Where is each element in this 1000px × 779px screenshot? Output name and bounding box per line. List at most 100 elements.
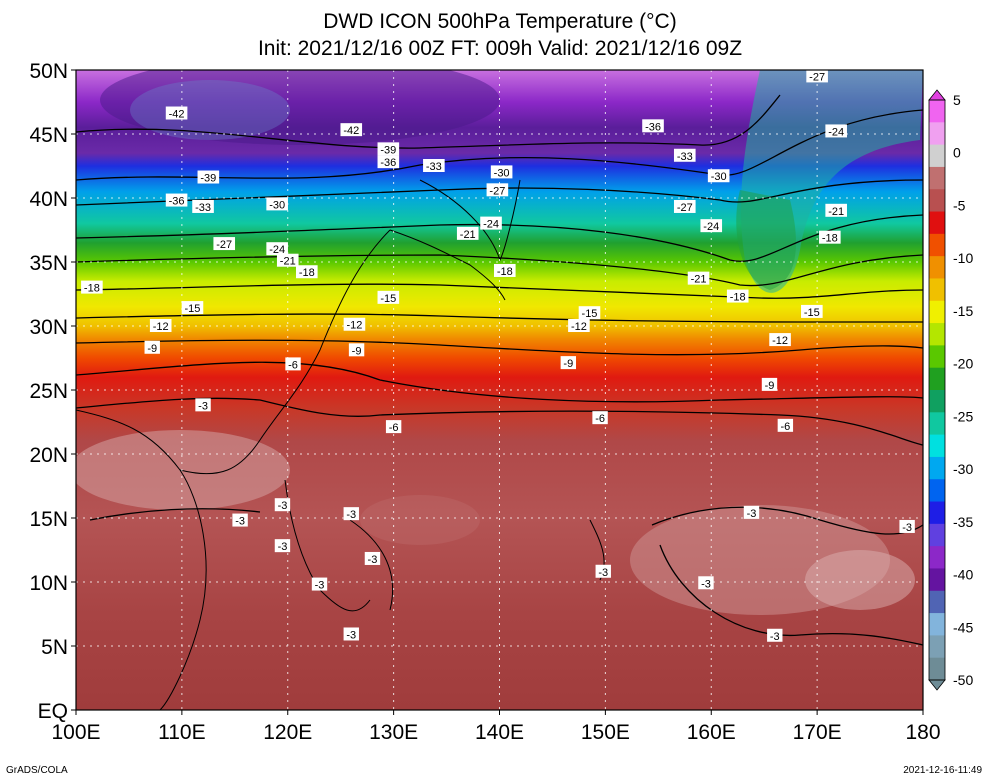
colorbar-frame bbox=[928, 99, 946, 681]
contour-label-bg bbox=[673, 148, 696, 162]
contour-label-bg bbox=[480, 216, 502, 230]
contour-label-bg bbox=[276, 253, 299, 267]
contour-label-bg bbox=[761, 377, 778, 391]
contour-label-bg bbox=[578, 306, 601, 320]
lat-tick-label: 20N bbox=[29, 444, 68, 467]
lat-tick-label: 15N bbox=[29, 508, 68, 531]
contour-label: -21 bbox=[280, 256, 296, 268]
lat-tick-label: 35N bbox=[29, 252, 68, 275]
contour-label-bg bbox=[490, 165, 513, 179]
contour-label: -42 bbox=[169, 109, 185, 121]
contour-label-bg bbox=[149, 319, 172, 332]
contour-label: -6 bbox=[389, 422, 399, 434]
contour-label: -21 bbox=[691, 274, 707, 286]
footer-timestamp: 2021-12-16-11:49 bbox=[903, 765, 982, 776]
contour-label: -39 bbox=[380, 144, 396, 156]
colorbar-swatch bbox=[929, 390, 945, 413]
contour-label: -6 bbox=[780, 421, 790, 433]
contour-label-bg bbox=[592, 411, 608, 425]
contour-label-bg bbox=[197, 170, 220, 184]
contour-label: -33 bbox=[195, 202, 211, 214]
contour-label: -9 bbox=[147, 343, 157, 355]
contour-label: -18 bbox=[730, 292, 746, 304]
contour-labels: -42-42-39-36-33 -30-39-36 -33-30-27-36-33-… bbox=[81, 70, 915, 643]
colorbar: 5 0 -5 -10 -15 -20 -25 -30 -35 -40 -45 -50 bbox=[928, 89, 973, 691]
contour-label-bg bbox=[274, 498, 291, 512]
lon-tick-label: 110E bbox=[158, 721, 206, 744]
contour-label-bg bbox=[456, 226, 479, 240]
contour-label: -24 bbox=[483, 219, 499, 231]
contour-label: -27 bbox=[809, 71, 825, 83]
lon-tick-label: 160E bbox=[687, 721, 736, 744]
colorbar-swatch bbox=[929, 479, 945, 503]
colorbar-swatch bbox=[929, 345, 945, 369]
contour-label: -15 bbox=[582, 308, 598, 320]
contour-label: -15 bbox=[185, 303, 201, 315]
contour-label: -30 bbox=[711, 171, 727, 183]
contour-label-bg bbox=[311, 577, 328, 591]
contour-label-bg bbox=[165, 193, 188, 207]
contour-label: -42 bbox=[343, 125, 359, 137]
contour-label-bg bbox=[673, 199, 696, 213]
colorbar-swatch bbox=[929, 189, 945, 213]
contour-label: -24 bbox=[828, 126, 844, 138]
contour-label-bg bbox=[364, 551, 381, 565]
contour-label: -27 bbox=[677, 202, 693, 214]
contour-label: -3 bbox=[278, 541, 288, 553]
colorbar-swatch bbox=[929, 166, 945, 190]
contour-label: -21 bbox=[828, 206, 844, 218]
contour-label-bg bbox=[81, 280, 103, 294]
contour-label-bg bbox=[769, 333, 791, 347]
contour-label-bg bbox=[825, 203, 847, 217]
contour-label: -39 bbox=[200, 173, 216, 185]
lon-tick-label: 120E bbox=[263, 721, 312, 744]
contour-label: -18 bbox=[822, 233, 838, 245]
lat-tick-label: 10N bbox=[29, 572, 68, 595]
colorbar-top-arrow bbox=[928, 89, 946, 101]
colorbar-label: -20 bbox=[953, 356, 973, 372]
contour-label-bg bbox=[165, 106, 188, 120]
lon-tick-label: 180 bbox=[905, 721, 940, 744]
contour-label: -3 bbox=[902, 522, 912, 534]
colorbar-swatch bbox=[929, 613, 945, 636]
contour-label-bg bbox=[726, 289, 749, 303]
lon-tick-label: 130E bbox=[369, 721, 418, 744]
contour-label-bg bbox=[819, 230, 841, 244]
lon-tick-label: 140E bbox=[475, 721, 524, 744]
contour-label: -33 bbox=[677, 151, 693, 163]
map-subtitle: Init: 2021/12/16 00Z FT: 009h Valid: 202… bbox=[257, 37, 743, 60]
lat-tick-label: 30N bbox=[29, 316, 68, 339]
contour-label: -3 bbox=[346, 509, 356, 521]
colorbar-label: -50 bbox=[953, 672, 973, 688]
colorbar-swatch bbox=[929, 367, 945, 391]
contour-label: -3 bbox=[368, 554, 378, 566]
contour-label: -12 bbox=[772, 335, 788, 347]
contour-label-bg bbox=[377, 290, 400, 304]
contour-label: -12 bbox=[153, 321, 169, 333]
lat-tick-label: 40N bbox=[29, 188, 68, 211]
colorbar-label: 0 bbox=[953, 145, 961, 161]
colorbar-swatch bbox=[929, 434, 945, 458]
contour-label-bg bbox=[687, 271, 710, 285]
lat-tick-label: 50N bbox=[29, 60, 68, 83]
colorbar-label: -40 bbox=[953, 567, 973, 583]
colorbar-swatch bbox=[929, 412, 945, 436]
contour-label: -3 bbox=[598, 567, 608, 579]
lon-tick-label: 150E bbox=[581, 721, 630, 744]
map-title: DWD ICON 500hPa Temperature (°C) bbox=[323, 10, 677, 33]
colorbar-swatch bbox=[929, 256, 945, 279]
contour-label-bg bbox=[266, 197, 288, 211]
contour-label: -3 bbox=[701, 578, 711, 590]
longitude-axis: 100E 110E 120E 130E 140E 150E 160E 170E 180 bbox=[51, 710, 941, 744]
contour-label-bg bbox=[801, 304, 823, 318]
contour-label: -15 bbox=[804, 307, 820, 319]
contour-label: -3 bbox=[235, 516, 245, 528]
contour-label-bg bbox=[560, 356, 577, 370]
colorbar-swatch bbox=[929, 211, 945, 235]
contour-label: -9 bbox=[765, 380, 775, 392]
contour-label: -36 bbox=[169, 196, 185, 208]
colorbar-swatch bbox=[929, 122, 945, 146]
contour-label-bg bbox=[343, 627, 359, 641]
contour-label: -36 bbox=[380, 157, 396, 169]
contour-label-bg bbox=[348, 343, 365, 357]
